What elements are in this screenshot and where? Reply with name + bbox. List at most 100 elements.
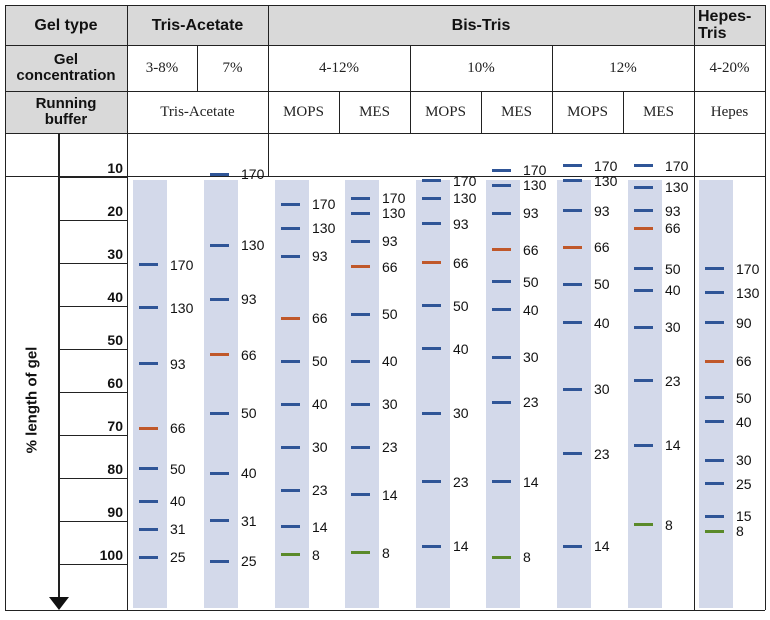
col-line-buf-3 — [481, 91, 482, 133]
marker-band-label: 170 — [453, 172, 477, 189]
marker-band — [210, 471, 229, 475]
marker-band — [281, 553, 300, 557]
buffer-mes-12: MES — [643, 103, 674, 120]
marker-band — [422, 411, 441, 415]
marker-band — [210, 559, 229, 563]
marker-band-label: 170 — [312, 196, 336, 213]
marker-band — [210, 519, 229, 522]
marker-band — [492, 168, 511, 172]
marker-band-label: 130 — [453, 190, 477, 206]
axis-title: % length of gel — [23, 346, 41, 454]
col-line-label — [127, 5, 128, 610]
marker-band — [705, 529, 724, 533]
marker-band — [422, 304, 441, 307]
marker-band-label: 170 — [665, 157, 689, 174]
marker-band — [281, 359, 300, 363]
marker-band-label: 23 — [453, 473, 469, 490]
marker-band-label: 50 — [453, 297, 469, 314]
concentration-10: 10% — [467, 59, 495, 76]
axis-tick-line-90 — [58, 520, 127, 522]
marker-band — [139, 362, 158, 366]
gel-type-tris-acetate: Tris-Acetate — [151, 16, 244, 34]
marker-band-label: 66 — [665, 220, 681, 237]
marker-band — [563, 209, 582, 213]
marker-band — [705, 458, 724, 462]
col-line-buf-4 — [552, 91, 553, 133]
row-line-4 — [5, 176, 765, 177]
frame-top — [5, 5, 765, 6]
gel-lane — [204, 180, 238, 608]
marker-band — [210, 172, 229, 176]
marker-band-label: 40 — [312, 396, 328, 413]
marker-band-label: 40 — [382, 353, 398, 370]
marker-band-label: 40 — [241, 465, 257, 482]
marker-band-label: 66 — [523, 241, 539, 258]
marker-band-label: 170 — [594, 157, 618, 174]
col-line-bis-tris — [268, 5, 269, 176]
marker-band — [139, 306, 158, 310]
marker-band — [281, 488, 300, 492]
marker-band-label: 14 — [382, 486, 398, 503]
marker-band-label: 66 — [241, 346, 257, 363]
marker-band-label: 40 — [594, 314, 610, 331]
marker-band — [492, 280, 511, 284]
marker-band-label: 25 — [170, 549, 186, 566]
row-line-2 — [5, 91, 765, 92]
buffer-mops-12: MOPS — [567, 103, 608, 120]
marker-band-label: 30 — [382, 396, 398, 413]
buffer-tris-acetate: Tris-Acetate — [160, 103, 235, 120]
marker-band — [634, 523, 653, 527]
marker-band — [281, 525, 300, 529]
marker-band-label: 23 — [665, 372, 681, 389]
gel-lane — [275, 180, 309, 608]
concentration-4-12: 4-12% — [319, 59, 359, 76]
col-line-conc-3 — [410, 45, 411, 91]
gel-lane — [628, 180, 662, 608]
marker-band-label: 170 — [170, 256, 194, 273]
axis-tick-line-60 — [58, 391, 127, 393]
col-line-buf-2 — [410, 91, 411, 133]
marker-band — [492, 211, 511, 215]
marker-band-label: 50 — [736, 389, 752, 406]
marker-band-label: 50 — [594, 276, 610, 292]
marker-band — [422, 261, 441, 264]
marker-band-label: 170 — [241, 166, 265, 183]
marker-band — [705, 420, 724, 424]
marker-band-label: 50 — [382, 306, 398, 323]
marker-band — [351, 239, 370, 243]
marker-band — [351, 312, 370, 316]
marker-band-label: 66 — [594, 239, 610, 256]
marker-band — [492, 480, 511, 484]
marker-band-label: 23 — [312, 482, 328, 499]
marker-band — [351, 196, 370, 200]
marker-band — [422, 480, 441, 484]
marker-band-label: 130 — [523, 177, 547, 194]
marker-band-label: 93 — [312, 248, 328, 265]
marker-band — [634, 443, 653, 447]
marker-band-label: 23 — [523, 394, 539, 411]
marker-band-label: 40 — [665, 282, 681, 299]
axis-tick-label-90: 90 — [107, 503, 123, 520]
axis-tick-line-50 — [58, 348, 127, 350]
marker-band — [210, 243, 229, 247]
running-buffer-heading: Running buffer — [35, 95, 97, 128]
marker-band — [492, 183, 511, 187]
marker-band-label: 93 — [170, 355, 186, 372]
marker-band-label: 93 — [453, 215, 469, 232]
frame-left — [5, 5, 6, 610]
marker-band-label: 93 — [594, 202, 610, 219]
marker-band-label: 30 — [523, 349, 539, 366]
marker-band-label: 50 — [523, 273, 539, 290]
buffer-hepes: Hepes — [710, 103, 749, 120]
buffer-mes-10: MES — [501, 103, 532, 120]
marker-band — [281, 316, 300, 320]
col-line-buf-1 — [339, 91, 340, 133]
axis-tick-label-30: 30 — [107, 245, 123, 262]
marker-band — [422, 222, 441, 226]
marker-band — [705, 291, 724, 295]
marker-band-label: 25 — [736, 475, 752, 492]
marker-band-label: 31 — [170, 521, 186, 538]
marker-band — [139, 426, 158, 430]
marker-band — [422, 179, 441, 183]
marker-band — [351, 359, 370, 363]
